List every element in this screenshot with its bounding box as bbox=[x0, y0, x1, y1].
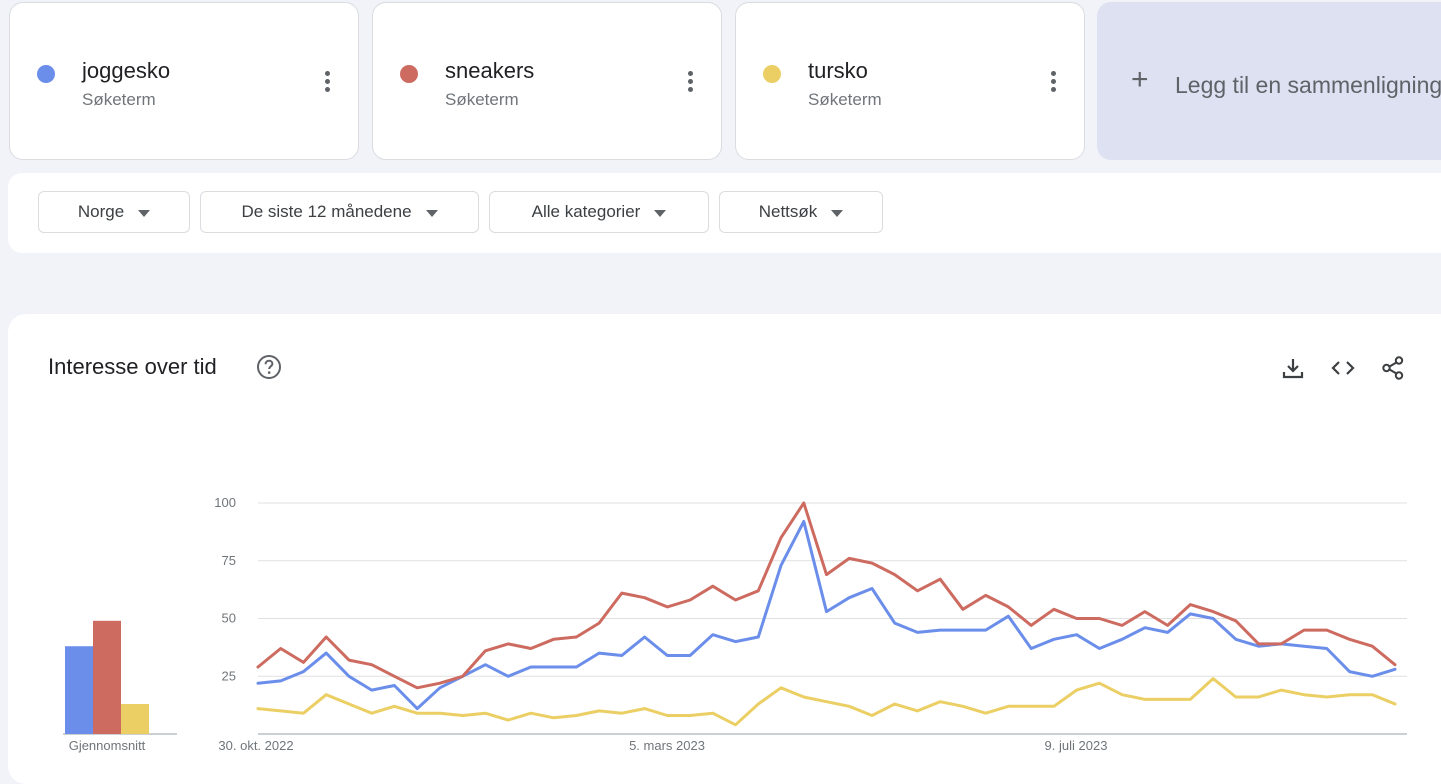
plus-icon: + bbox=[1131, 63, 1149, 96]
more-vert-icon[interactable] bbox=[1050, 71, 1056, 95]
term-name: sneakers bbox=[445, 58, 535, 83]
dropdown-arrow-icon bbox=[831, 209, 844, 217]
x-tick-label: 9. juli 2023 bbox=[1045, 738, 1108, 753]
term-type: Søketerm bbox=[82, 90, 156, 109]
term-name: tursko bbox=[808, 58, 868, 83]
filter-bar: Norge De siste 12 månedene Alle kategori… bbox=[8, 173, 1441, 253]
x-tick-label: 5. mars 2023 bbox=[629, 738, 705, 753]
filter-label: Norge bbox=[77, 202, 125, 221]
term-name: joggesko bbox=[82, 58, 171, 83]
add-comparison-button[interactable]: + Legg til en sammenligning bbox=[1097, 2, 1441, 160]
interest-over-time-card: Interesse over tid 100 75 50 25 30. okt. 202… bbox=[8, 314, 1441, 784]
filter-label: Alle kategorier bbox=[531, 202, 641, 221]
series-line-joggesko bbox=[256, 520, 1397, 711]
download-icon[interactable] bbox=[1280, 355, 1306, 381]
y-tick-label: 100 bbox=[214, 495, 236, 510]
dropdown-arrow-icon bbox=[138, 209, 151, 217]
more-vert-icon[interactable] bbox=[687, 71, 693, 95]
x-tick-label: 30. okt. 2022 bbox=[218, 738, 293, 753]
filter-label: Nettsøk bbox=[758, 202, 818, 221]
series-line-tursko bbox=[256, 677, 1397, 727]
help-icon[interactable] bbox=[256, 354, 282, 380]
filter-search-type[interactable]: Nettsøk bbox=[719, 191, 883, 233]
series-color-dot bbox=[400, 65, 418, 83]
term-card-tursko[interactable]: tursko Søketerm bbox=[735, 2, 1085, 160]
y-tick-label: 75 bbox=[222, 553, 236, 568]
chart-title: Interesse over tid bbox=[48, 354, 217, 379]
add-comparison-label: Legg til en sammenligning bbox=[1175, 72, 1441, 98]
embed-code-icon[interactable] bbox=[1330, 355, 1356, 381]
term-type: Søketerm bbox=[445, 90, 519, 109]
filter-region[interactable]: Norge bbox=[38, 191, 190, 233]
dropdown-arrow-icon bbox=[654, 209, 667, 217]
filter-category[interactable]: Alle kategorier bbox=[489, 191, 709, 233]
average-bar-joggesko bbox=[65, 646, 93, 734]
series-line-sneakers bbox=[256, 501, 1397, 690]
filter-time-range[interactable]: De siste 12 månedene bbox=[200, 191, 479, 233]
term-type: Søketerm bbox=[808, 90, 882, 109]
interest-chart: 100 75 50 25 30. okt. 2022 5. mars 2023 9. jul… bbox=[63, 495, 1407, 753]
y-tick-label: 50 bbox=[222, 611, 236, 626]
average-bar-sneakers bbox=[93, 620, 121, 734]
more-vert-icon[interactable] bbox=[324, 71, 330, 95]
y-tick-label: 25 bbox=[222, 668, 236, 683]
average-bar-tursko bbox=[121, 703, 149, 734]
term-card-sneakers[interactable]: sneakers Søketerm bbox=[372, 2, 722, 160]
share-icon[interactable] bbox=[1380, 355, 1406, 381]
series-color-dot bbox=[763, 65, 781, 83]
series-color-dot bbox=[37, 65, 55, 83]
filter-label: De siste 12 månedene bbox=[241, 202, 412, 221]
term-card-joggesko[interactable]: joggesko Søketerm bbox=[9, 2, 359, 160]
dropdown-arrow-icon bbox=[425, 209, 438, 217]
average-label: Gjennomsnitt bbox=[69, 738, 146, 753]
